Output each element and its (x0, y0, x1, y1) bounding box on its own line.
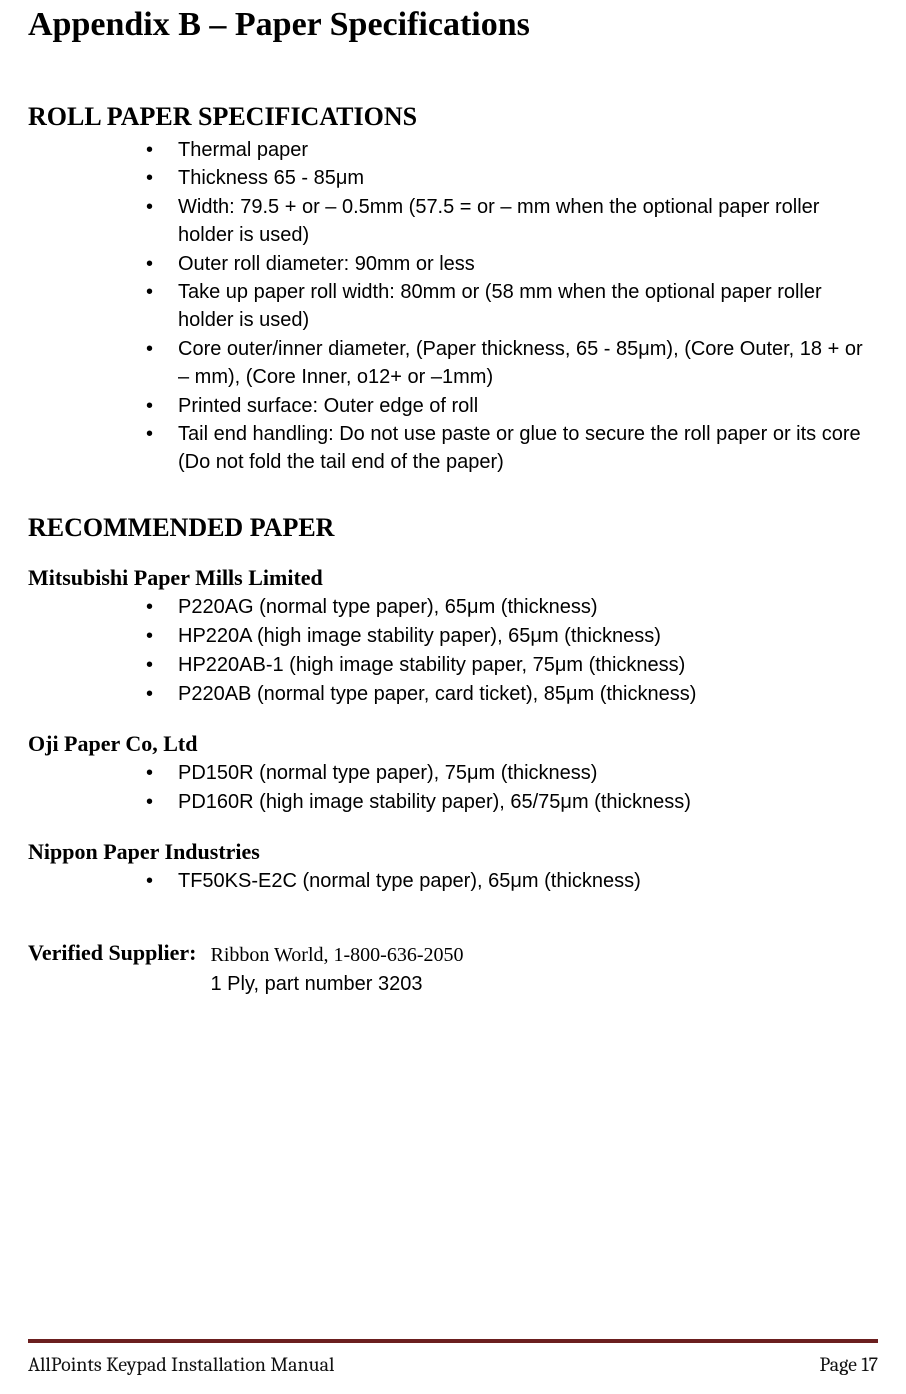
roll-paper-spec-list: Thermal paper Thickness 65 - 85μm Width:… (28, 136, 878, 477)
spec-item: Thickness 65 - 85μm (146, 164, 878, 192)
verified-supplier-line1: Ribbon World, 1-800-636-2050 (210, 940, 463, 970)
spec-item: Width: 79.5 + or – 0.5mm (57.5 = or – mm… (146, 193, 878, 250)
spec-item: Thermal paper (146, 136, 878, 164)
recommended-item: HP220AB-1 (high image stability paper, 7… (146, 651, 878, 680)
recommended-item: HP220A (high image stability paper), 65μ… (146, 622, 878, 651)
recommended-list: P220AG (normal type paper), 65μm (thickn… (28, 593, 878, 709)
page-footer: AllPoints Keypad Installation Manual Pag… (28, 1339, 878, 1376)
recommended-item: TF50KS-E2C (normal type paper), 65μm (th… (146, 867, 878, 896)
spec-item: Core outer/inner diameter, (Paper thickn… (146, 335, 878, 392)
recommended-list: PD150R (normal type paper), 75μm (thickn… (28, 759, 878, 817)
verified-supplier-block: Verified Supplier: Ribbon World, 1-800-6… (28, 940, 878, 998)
recommended-item: PD150R (normal type paper), 75μm (thickn… (146, 759, 878, 788)
spec-item: Take up paper roll width: 80mm or (58 mm… (146, 278, 878, 335)
recommended-item: P220AG (normal type paper), 65μm (thickn… (146, 593, 878, 622)
recommended-item: PD160R (high image stability paper), 65/… (146, 788, 878, 817)
recommended-group-name: Mitsubishi Paper Mills Limited (28, 565, 878, 591)
recommended-group-name: Nippon Paper Industries (28, 839, 878, 865)
recommended-list: TF50KS-E2C (normal type paper), 65μm (th… (28, 867, 878, 896)
verified-supplier-line2: 1 Ply, part number 3203 (210, 970, 463, 998)
recommended-group-name: Oji Paper Co, Ltd (28, 731, 878, 757)
spec-item: Printed surface: Outer edge of roll (146, 392, 878, 420)
verified-supplier-label: Verified Supplier: (28, 940, 196, 966)
spec-item: Outer roll diameter: 90mm or less (146, 250, 878, 278)
recommended-group: Nippon Paper Industries TF50KS-E2C (norm… (28, 839, 878, 896)
section-heading-recommended: RECOMMENDED PAPER (28, 513, 878, 543)
recommended-group: Oji Paper Co, Ltd PD150R (normal type pa… (28, 731, 878, 817)
footer-right: Page 17 (820, 1353, 878, 1376)
appendix-title: Appendix B – Paper Specifications (28, 6, 878, 44)
spec-item: Tail end handling: Do not use paste or g… (146, 420, 878, 477)
footer-left: AllPoints Keypad Installation Manual (28, 1353, 334, 1376)
verified-supplier-body: Ribbon World, 1-800-636-2050 1 Ply, part… (210, 940, 463, 998)
section-heading-roll-paper: ROLL PAPER SPECIFICATIONS (28, 102, 878, 132)
recommended-group: Mitsubishi Paper Mills Limited P220AG (n… (28, 565, 878, 709)
footer-rule (28, 1339, 878, 1343)
footer-row: AllPoints Keypad Installation Manual Pag… (28, 1353, 878, 1376)
recommended-item: P220AB (normal type paper, card ticket),… (146, 680, 878, 709)
